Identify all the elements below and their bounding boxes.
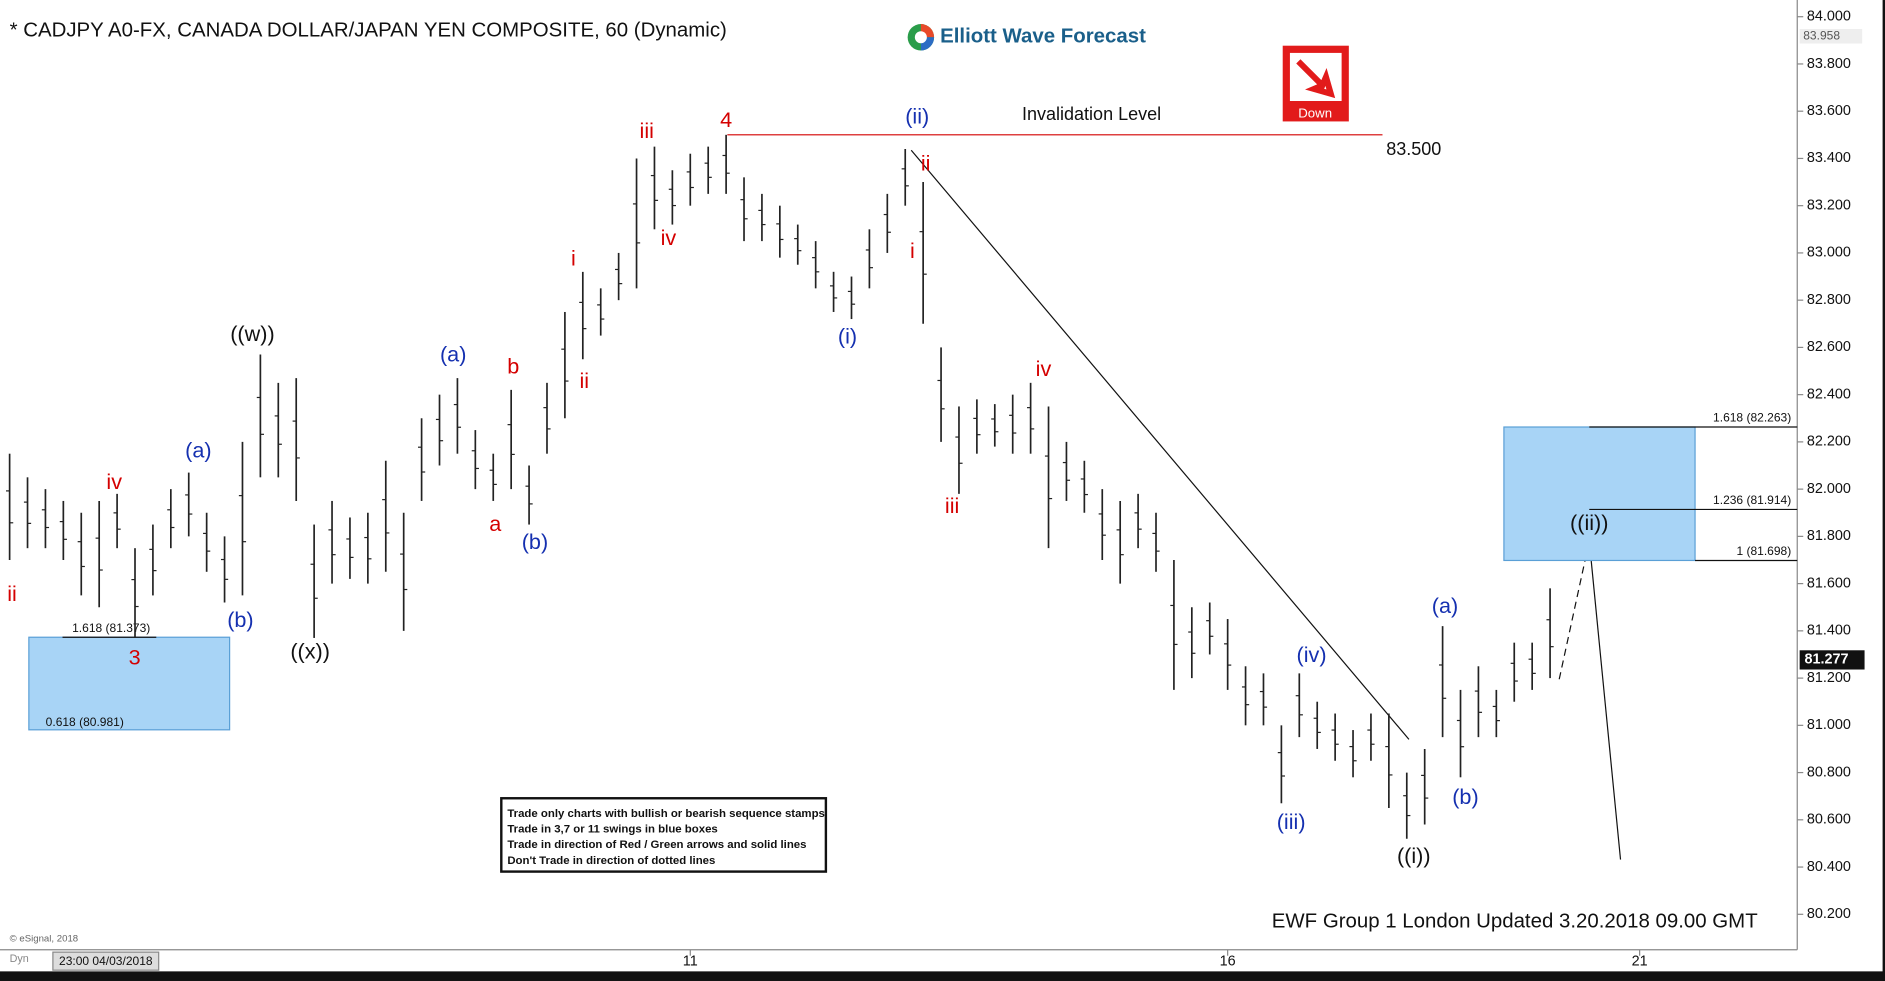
wave-label: (a) [185, 438, 211, 463]
projection-line [1588, 540, 1622, 860]
invalidation-value: 83.500 [1386, 139, 1441, 159]
y-tick-label: 82.000 [1807, 481, 1851, 497]
signal-icon: Down [1282, 45, 1349, 122]
y-tick-label: 83.000 [1807, 245, 1851, 261]
x-tick-label: 21 [1632, 954, 1648, 970]
wave-label: iv [1036, 356, 1052, 381]
x-tick-label: 16 [1220, 954, 1236, 970]
note-line: Trade in 3,7 or 11 swings in blue boxes [507, 824, 717, 836]
y-tick-label: 83.600 [1807, 103, 1851, 119]
y-tick-label: 80.600 [1807, 812, 1851, 828]
y-tick-label: 83.800 [1807, 56, 1851, 72]
y-tick-label: 81.800 [1807, 528, 1851, 544]
wave-label: ((w)) [230, 321, 274, 346]
y-tick-label: 81.400 [1807, 623, 1851, 639]
wave-label: b [507, 354, 519, 379]
note-line: Don't Trade in direction of dotted lines [507, 855, 715, 867]
wave-label: ii [579, 368, 589, 393]
signal-arrow [1296, 59, 1336, 99]
cursor-time-box [52, 951, 160, 971]
y-tick-label: 80.200 [1807, 906, 1851, 922]
y-tick-label: 81.600 [1807, 575, 1851, 591]
fib-label: 1 (81.698) [1736, 544, 1791, 558]
wave-label: iii [640, 118, 654, 143]
session-high-label: 83.958 [1803, 28, 1840, 42]
y-tick-label: 81.000 [1807, 717, 1851, 733]
wave-label: ii [921, 150, 931, 175]
y-tick-label: 83.200 [1807, 197, 1851, 213]
wave-label: ((i)) [1397, 843, 1431, 868]
wave-label: i [910, 238, 915, 263]
fib-label: 1.618 (81.373) [72, 621, 150, 635]
wave-label: i [571, 245, 576, 270]
y-tick-label: 82.800 [1807, 292, 1851, 308]
x-tick-label: 11 [683, 954, 698, 970]
y-tick-label: 82.200 [1807, 434, 1851, 450]
trend-line [910, 149, 1410, 740]
wave-label: iii [945, 493, 959, 518]
invalidation-text: Invalidation Level [1022, 104, 1161, 124]
wave-label: 3 [129, 645, 141, 670]
y-tick-label: 80.400 [1807, 859, 1851, 875]
fib-label: 1.618 (82.263) [1713, 411, 1791, 425]
mode-label: Dyn [10, 953, 29, 965]
y-tick-label: 80.800 [1807, 764, 1851, 780]
wave-label: a [489, 511, 502, 536]
wave-label: (a) [1432, 593, 1458, 618]
signal-label: Down [1298, 106, 1332, 121]
brand: Elliott Wave Forecast [940, 26, 1146, 48]
fib-label: 1.236 (81.914) [1713, 493, 1791, 507]
wave-label: iv [106, 469, 122, 494]
notes-box [500, 797, 828, 873]
y-tick-label: 82.400 [1807, 386, 1851, 402]
wave-label: (iii) [1277, 809, 1306, 834]
last-price-box [1799, 650, 1865, 670]
wave-label: ((ii)) [1570, 510, 1608, 535]
frame [1882, 0, 1885, 981]
copyright: © eSignal, 2018 [10, 933, 79, 944]
wave-label: (a) [440, 342, 466, 367]
wave-label: iv [661, 225, 677, 250]
wave-label: 4 [720, 107, 732, 132]
chart-title: * CADJPY A0-FX, CANADA DOLLAR/JAPAN YEN … [10, 20, 727, 42]
target-box [1503, 426, 1696, 562]
fib-label: 0.618 (80.981) [46, 715, 124, 729]
footer: EWF Group 1 London Updated 3.20.2018 09.… [1272, 910, 1758, 932]
y-tick-label: 81.200 [1807, 670, 1851, 686]
logo: Elliott Wave Forecast [907, 24, 1146, 51]
session-high-box [1799, 29, 1863, 44]
wave-label: (b) [1452, 784, 1478, 809]
last-price-label: 81.277 [1804, 652, 1848, 668]
cursor-time: 23:00 04/03/2018 [59, 954, 153, 968]
note-line: Trade in direction of Red / Green arrows… [507, 839, 806, 851]
wave-label: (b) [227, 607, 253, 632]
y-tick-label: 82.600 [1807, 339, 1851, 355]
wave-label: (ii) [905, 104, 929, 129]
wave-label: ii [7, 581, 17, 606]
y-tick-label: 83.400 [1807, 150, 1851, 166]
wave-label: (i) [838, 324, 857, 349]
note-line: Trade only charts with bullish or bearis… [507, 808, 825, 820]
frame [0, 971, 1885, 981]
wave-label: (b) [522, 529, 548, 554]
wave-label: ((x)) [290, 639, 330, 664]
wave-label: (iv) [1297, 642, 1327, 667]
logo-icon [914, 31, 927, 44]
y-tick-label: 84.000 [1807, 9, 1851, 25]
past-box [28, 636, 231, 731]
